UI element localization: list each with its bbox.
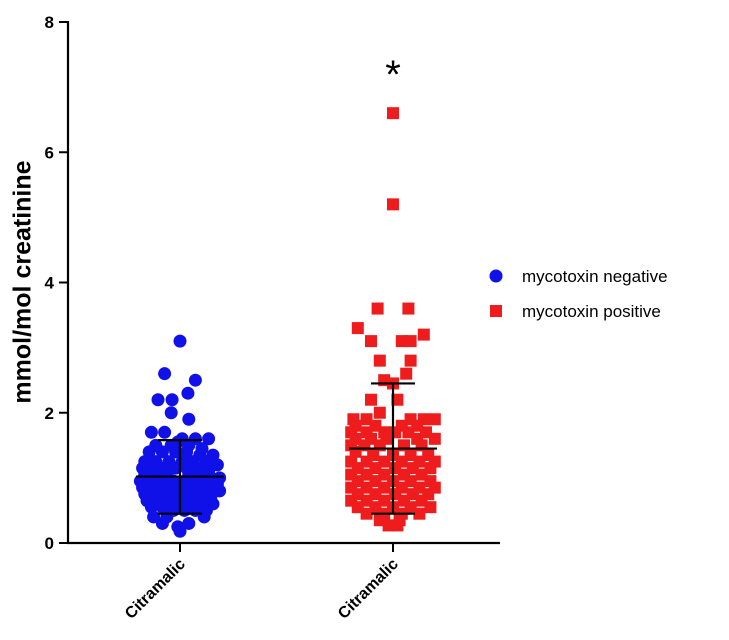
data-point-negative xyxy=(182,516,196,530)
data-point-positive xyxy=(402,302,415,315)
data-point-positive xyxy=(373,406,386,419)
y-tick-label: 6 xyxy=(45,143,54,162)
data-point-positive xyxy=(417,328,430,341)
data-point-positive xyxy=(387,107,399,120)
data-point-positive xyxy=(371,302,384,315)
data-point-negative xyxy=(202,432,216,446)
data-point-positive xyxy=(351,322,364,335)
data-point-negative xyxy=(173,334,187,348)
data-point-positive xyxy=(400,367,413,380)
y-axis-title: mmol/mol creatinine xyxy=(9,160,37,403)
data-point-negative xyxy=(164,406,178,420)
data-point-positive xyxy=(404,335,417,348)
significance-asterisk: * xyxy=(385,53,401,97)
data-point-negative xyxy=(144,425,158,439)
data-point-positive xyxy=(360,507,373,520)
data-point-positive xyxy=(365,393,377,406)
x-category-label: Citramalic xyxy=(335,556,402,623)
data-point-negative xyxy=(184,494,198,508)
legend-label: mycotoxin positive xyxy=(522,302,661,321)
legend-marker-positive xyxy=(490,305,502,317)
data-point-positive xyxy=(428,413,441,426)
data-point-negative xyxy=(158,425,172,439)
data-point-negative xyxy=(155,516,169,530)
legend: mycotoxin negative mycotoxin positive xyxy=(489,267,668,321)
data-point-negative xyxy=(169,445,183,459)
y-axis-ticks: 0 2 4 6 8 xyxy=(45,13,68,553)
data-point-positive xyxy=(413,507,426,520)
legend-label: mycotoxin negative xyxy=(522,267,668,286)
data-point-negative xyxy=(155,445,169,459)
data-point-positive xyxy=(391,393,404,406)
data-point-positive xyxy=(387,198,399,211)
data-point-negative xyxy=(180,445,194,459)
data-point-positive xyxy=(391,519,404,532)
x-category-label: Citramalic xyxy=(122,556,189,623)
x-axis-categories: Citramalic Citramalic xyxy=(122,543,402,623)
data-point-negative xyxy=(181,386,195,400)
legend-marker-negative xyxy=(489,269,503,283)
y-tick-label: 8 xyxy=(45,13,54,32)
data-point-negative xyxy=(197,510,211,524)
y-tick-label: 0 xyxy=(45,534,54,553)
y-tick-label: 2 xyxy=(45,404,54,423)
mean-sd-bars xyxy=(136,382,437,515)
y-tick-label: 4 xyxy=(45,274,55,293)
data-point-negative xyxy=(165,393,179,407)
data-point-negative xyxy=(142,445,156,459)
data-point-negative xyxy=(155,500,169,514)
data-point-negative xyxy=(158,367,172,381)
data-point-negative xyxy=(188,373,202,387)
data-point-positive xyxy=(373,354,386,367)
data-point-positive xyxy=(404,354,417,367)
data-point-negative xyxy=(144,500,158,514)
data-point-positive xyxy=(428,432,441,445)
data-points xyxy=(133,107,441,538)
data-point-positive xyxy=(424,501,437,514)
data-point-positive xyxy=(365,335,377,348)
data-point-negative xyxy=(173,524,187,538)
data-point-negative xyxy=(182,412,196,426)
data-point-negative xyxy=(151,393,165,407)
